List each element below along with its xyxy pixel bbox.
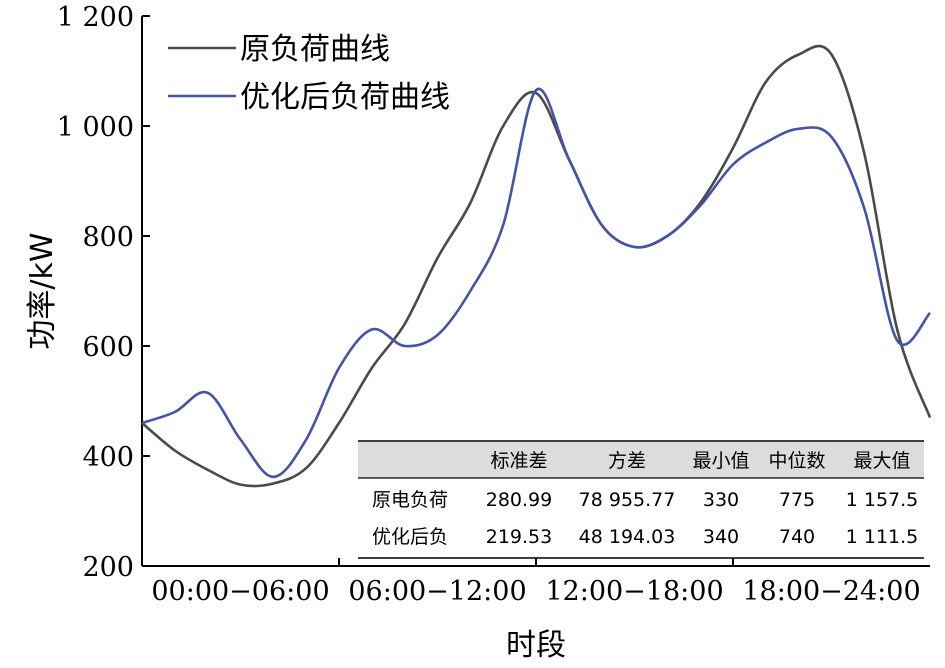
- y-tick-label: 800: [82, 222, 134, 253]
- table-cell: 340: [703, 526, 739, 548]
- y-tick-label: 600: [82, 332, 134, 363]
- table-cell: 原电负荷: [372, 489, 448, 511]
- y-tick-label: 1 200: [57, 2, 134, 33]
- series-original-line: [141, 44, 932, 488]
- table-cell: 48 194.03: [579, 526, 676, 548]
- table-header-cell: 最小值: [692, 450, 749, 472]
- legend-label: 原负荷曲线: [240, 32, 390, 67]
- y-tick-label: 400: [82, 442, 134, 473]
- x-axis-title: 时段: [506, 628, 566, 663]
- table-header-cell: 方差: [608, 450, 646, 472]
- x-tick-label: 12:00−18:00: [545, 576, 723, 607]
- x-tick-label: 06:00−12:00: [348, 576, 526, 607]
- y-axis-title: 功率/kW: [25, 232, 60, 349]
- table-cell: 1 157.5: [846, 489, 919, 511]
- table-cell: 78 955.77: [579, 489, 676, 511]
- table-header-cell: 中位数: [768, 450, 825, 472]
- table-header-cell: 标准差: [490, 450, 547, 472]
- x-tick-label: 00:00−06:00: [151, 576, 329, 607]
- table-cell: 1 111.5: [846, 526, 919, 548]
- y-tick-label: 200: [82, 552, 134, 583]
- table-cell: 219.53: [486, 526, 552, 548]
- table-cell: 330: [703, 489, 739, 511]
- legend-label: 优化后负荷曲线: [240, 80, 450, 115]
- table-cell: 优化后负: [372, 526, 448, 548]
- series-optimized-line: [141, 87, 931, 479]
- table-header-cell: 最大值: [853, 450, 910, 472]
- table-cell: 280.99: [486, 489, 552, 511]
- table-header-bg: [358, 441, 924, 478]
- x-tick-label: 18:00−24:00: [742, 576, 920, 607]
- table-cell: 740: [779, 526, 815, 548]
- y-tick-label: 1 000: [57, 112, 134, 143]
- table-cell: 775: [779, 489, 815, 511]
